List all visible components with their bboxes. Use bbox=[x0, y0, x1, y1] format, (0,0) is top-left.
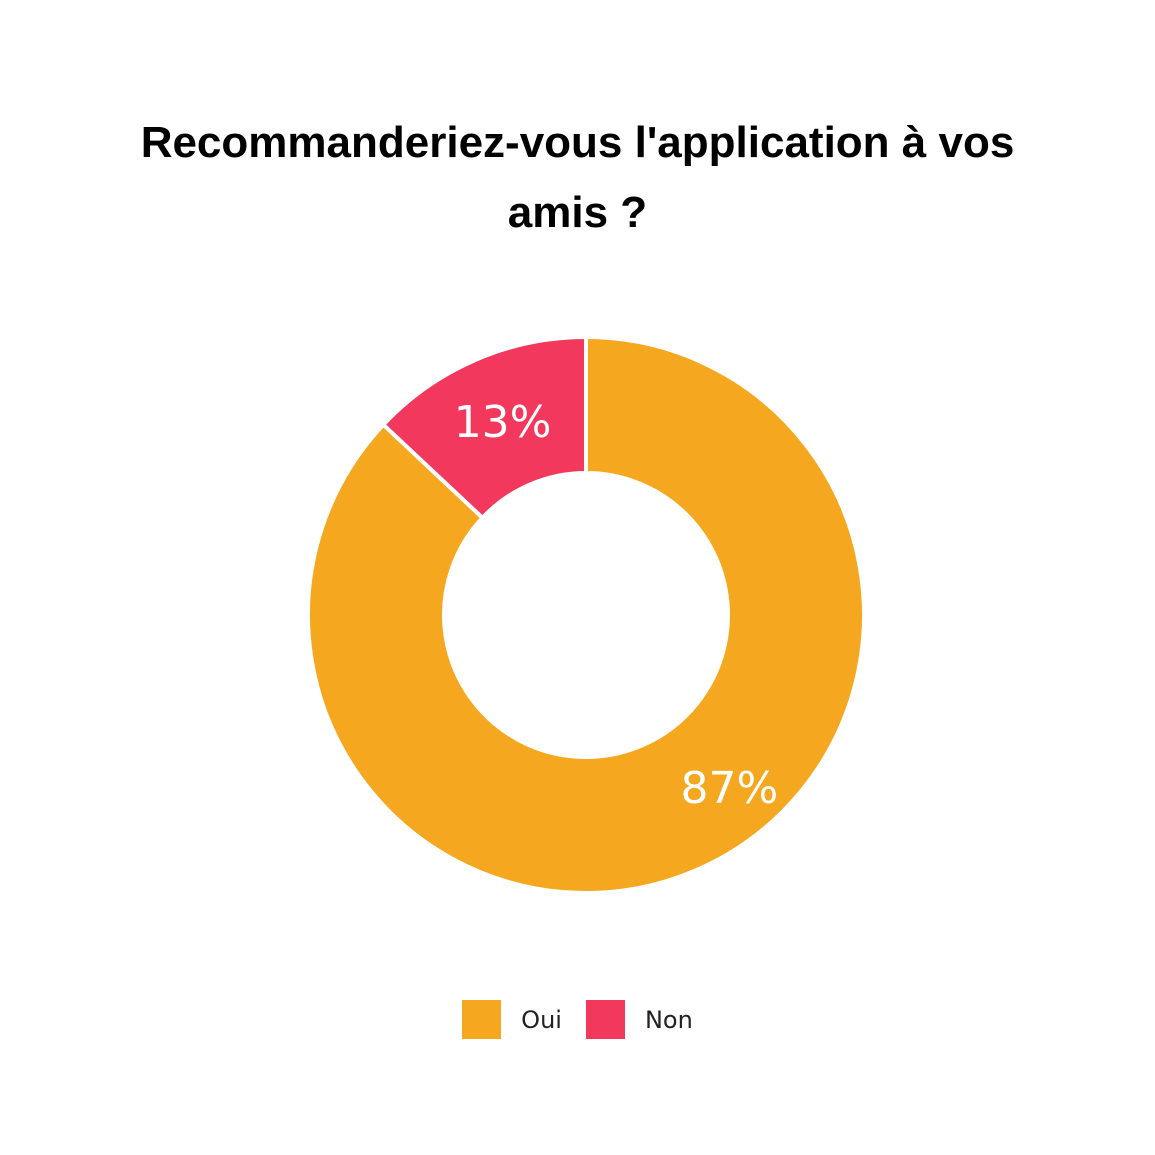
chart-title: Recommanderiez-vous l'application à vos … bbox=[140, 118, 1015, 237]
legend-label-non: Non bbox=[644, 1005, 693, 1034]
legend-swatch-oui bbox=[462, 1000, 502, 1039]
legend-item-non[interactable]: Non bbox=[585, 1000, 693, 1039]
legend-swatch-non bbox=[585, 1000, 625, 1039]
slice-label-non: 13% bbox=[454, 397, 552, 448]
donut-slice-non[interactable] bbox=[381, 335, 588, 520]
legend: Oui Non bbox=[0, 1000, 1155, 1039]
slice-label-oui: 87% bbox=[681, 763, 779, 814]
legend-item-oui[interactable]: Oui bbox=[462, 1000, 562, 1039]
legend-label-oui: Oui bbox=[521, 1005, 562, 1034]
donut-slice-oui[interactable] bbox=[306, 335, 866, 895]
